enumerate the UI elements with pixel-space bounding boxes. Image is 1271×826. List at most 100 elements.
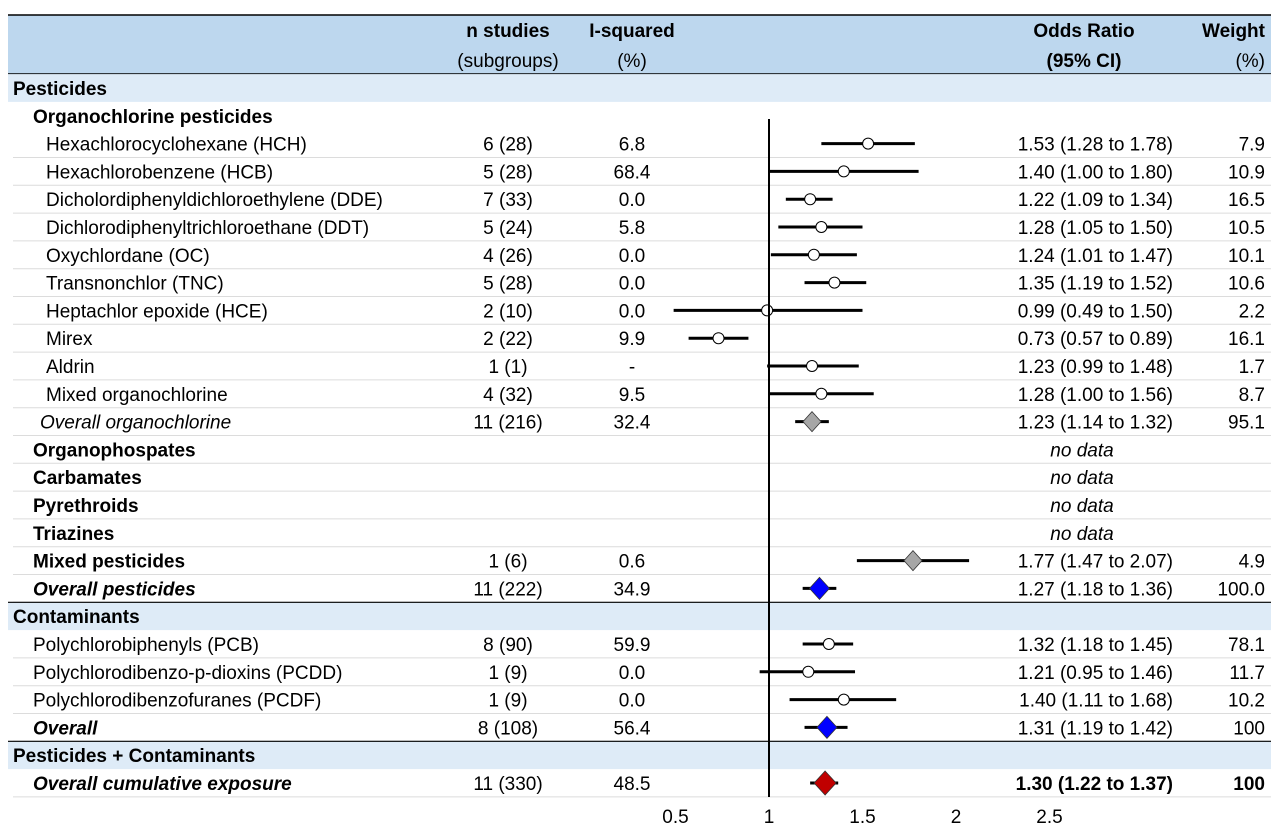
n-studies-value: 5 (28) [483, 162, 533, 183]
row-label: Heptachlor epoxide (HCE) [46, 301, 268, 322]
weight-value: 4.9 [1239, 552, 1265, 573]
weight-value: 16.1 [1228, 329, 1265, 350]
col-i2-header: I-squared [589, 21, 675, 42]
x-axis: 0.5 1 1.5 2 2.5 [662, 119, 1063, 826]
i-squared-value: 0.0 [619, 190, 645, 211]
x-tick-label: 2 [951, 807, 962, 826]
no-data-label: no data [1050, 496, 1113, 517]
odds-ratio-value: 1.53 (1.28 to 1.78) [1018, 135, 1173, 156]
i-squared-value: 6.8 [619, 135, 645, 156]
n-studies-value: 6 (28) [483, 135, 533, 156]
n-studies-value: 7 (33) [483, 190, 533, 211]
n-studies-value: 1 (9) [488, 691, 527, 712]
row-label: Overall organochlorine [40, 413, 231, 434]
i-squared-value: 32.4 [614, 413, 651, 434]
row-label: Polychlorodibenzofuranes (PCDF) [33, 691, 321, 712]
weight-value: 100 [1233, 774, 1265, 795]
weight-value: 100.0 [1217, 579, 1265, 600]
row-label: Overall [33, 718, 98, 739]
i-squared-value: 0.0 [619, 246, 645, 267]
weight-value: 10.9 [1228, 162, 1265, 183]
row-label: Polychlorobiphenyls (PCB) [33, 635, 259, 656]
point-estimate-marker [828, 276, 841, 289]
odds-ratio-value: 1.35 (1.19 to 1.52) [1018, 274, 1173, 295]
i-squared-value: 0.0 [619, 691, 645, 712]
table-rows: Pesticides Organochlorine pesticides Hexac… [8, 74, 1271, 798]
point-estimate-marker [822, 638, 835, 650]
n-studies-value: 11 (330) [473, 774, 542, 795]
x-tick-label: 2.5 [1036, 807, 1062, 826]
col-i2-subheader: (%) [617, 51, 647, 72]
odds-ratio-value: 1.23 (0.99 to 1.48) [1018, 357, 1173, 378]
point-estimate-marker [761, 304, 774, 317]
weight-value: 100 [1233, 718, 1265, 739]
pooled-estimate-diamond [903, 550, 923, 572]
odds-ratio-value: 0.99 (0.49 to 1.50) [1018, 301, 1173, 322]
col-n-header: n studies [466, 21, 549, 42]
odds-ratio-value: 1.77 (1.47 to 2.07) [1018, 552, 1173, 573]
i-squared-value: 68.4 [614, 162, 651, 183]
point-estimate-marker [837, 165, 850, 178]
n-studies-value: 1 (1) [488, 357, 527, 378]
i-squared-value: 0.6 [619, 552, 645, 573]
i-squared-value: 0.0 [619, 663, 645, 684]
n-studies-value: 1 (6) [488, 552, 527, 573]
odds-ratio-value: 1.24 (1.01 to 1.47) [1018, 246, 1173, 267]
section-background [8, 74, 1271, 102]
plot-marks [673, 137, 970, 796]
i-squared-value: 34.9 [614, 579, 651, 600]
row-label: Hexachlorocyclohexane (HCH) [46, 135, 307, 156]
weight-value: 2.2 [1239, 301, 1265, 322]
n-studies-value: 11 (222) [473, 579, 542, 600]
i-squared-value: 0.0 [619, 274, 645, 295]
section-background [8, 741, 1271, 770]
row-label: Triazines [33, 524, 114, 545]
i-squared-value: 48.5 [614, 774, 651, 795]
weight-value: 16.5 [1228, 190, 1265, 211]
point-estimate-marker [807, 248, 820, 261]
i-squared-value: 5.8 [619, 218, 645, 239]
row-label: Overall pesticides [33, 579, 196, 600]
col-or-subheader: (95% CI) [1047, 51, 1122, 72]
col-weight-header: Weight [1202, 21, 1266, 42]
n-studies-value: 2 (10) [483, 301, 533, 322]
point-estimate-marker [837, 693, 850, 706]
odds-ratio-value: 0.73 (0.57 to 0.89) [1018, 329, 1173, 350]
x-tick-label: 1 [764, 807, 775, 826]
section-background [8, 602, 1271, 631]
row-label: Transnonchlor (TNC) [46, 274, 224, 295]
row-label: Overall cumulative exposure [33, 774, 292, 795]
weight-value: 10.2 [1228, 691, 1265, 712]
odds-ratio-value: 1.40 (1.11 to 1.68) [1019, 691, 1173, 712]
row-label: Mirex [46, 329, 93, 350]
pooled-estimate-diamond [808, 576, 831, 600]
weight-value: 95.1 [1228, 413, 1265, 434]
odds-ratio-value: 1.30 (1.22 to 1.37) [1016, 774, 1173, 795]
row-label: Dicholordiphenyldichloroethylene (DDE) [46, 190, 383, 211]
weight-value: 11.7 [1229, 663, 1265, 684]
odds-ratio-value: 1.22 (1.09 to 1.34) [1018, 190, 1173, 211]
point-estimate-marker [862, 137, 875, 150]
row-label: Oxychlordane (OC) [46, 246, 210, 267]
i-squared-value: 9.5 [619, 385, 645, 406]
no-data-label: no data [1050, 440, 1113, 461]
section-label: Pesticides [13, 79, 107, 100]
col-or-header: Odds Ratio [1033, 21, 1134, 42]
row-label: Carbamates [33, 468, 142, 489]
odds-ratio-value: 1.27 (1.18 to 1.36) [1018, 579, 1173, 600]
section-label: Contaminants [13, 607, 140, 628]
x-tick-label: 0.5 [662, 807, 688, 826]
odds-ratio-value: 1.31 (1.19 to 1.42) [1018, 718, 1173, 739]
odds-ratio-value: 1.32 (1.18 to 1.45) [1018, 635, 1173, 656]
col-n-subheader: (subgroups) [457, 51, 558, 72]
pooled-estimate-diamond [802, 411, 822, 433]
i-squared-value: 56.4 [614, 718, 651, 739]
n-studies-value: 2 (22) [483, 329, 533, 350]
row-label: Polychlorodibenzo-p-dioxins (PCDD) [33, 663, 342, 684]
header-background [8, 15, 1271, 74]
weight-value: 8.7 [1239, 385, 1265, 406]
row-label: Organophospates [33, 440, 196, 461]
point-estimate-marker [712, 332, 725, 345]
pooled-estimate-diamond [813, 770, 837, 796]
